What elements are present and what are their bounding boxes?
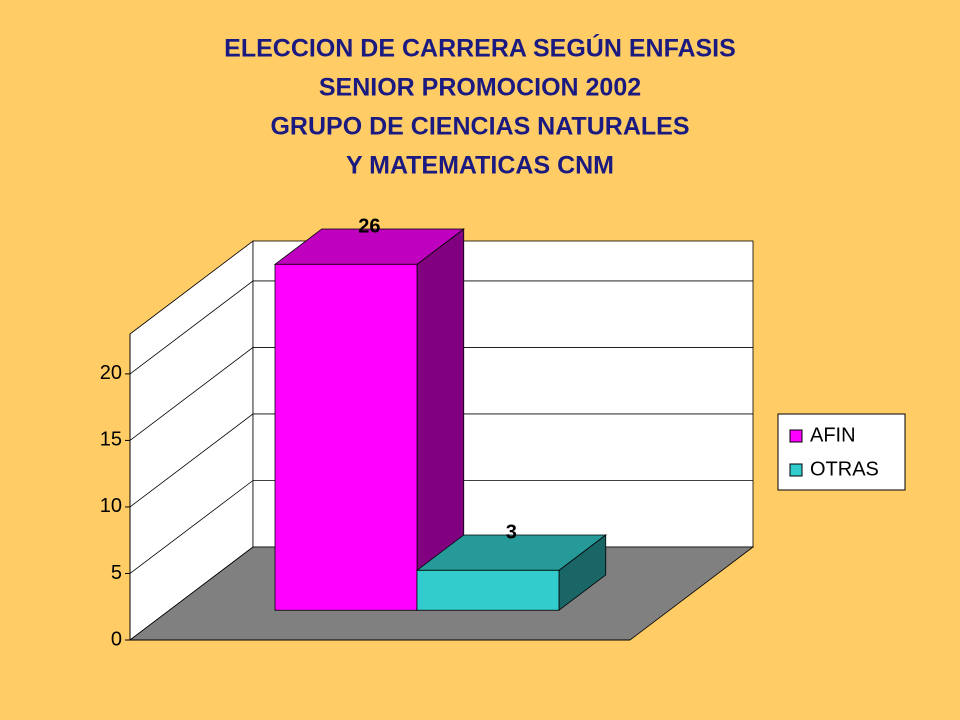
- legend-label: OTRAS: [810, 458, 879, 480]
- bar: [274, 263, 418, 611]
- data-label: 3: [506, 521, 517, 543]
- chart-title: ELECCION DE CARRERA SEGÚN ENFASIS: [224, 33, 736, 63]
- y-tick-label: 0: [111, 628, 122, 650]
- grid-line: [129, 413, 753, 508]
- legend-swatch: [789, 429, 803, 443]
- legend-box: [777, 413, 906, 491]
- chart-title: GRUPO DE CIENCIAS NATURALES: [270, 113, 689, 141]
- legend-swatch: [789, 463, 803, 477]
- chart-title: SENIOR PROMOCION 2002: [319, 74, 641, 102]
- y-tick-label: 20: [100, 362, 122, 384]
- y-tick-label: 10: [100, 495, 122, 517]
- y-tick-label: 5: [111, 562, 122, 584]
- chart-title: Y MATEMATICAS CNM: [346, 152, 614, 180]
- data-label: 26: [358, 215, 380, 237]
- bar: [416, 569, 560, 611]
- grid-line: [129, 280, 753, 375]
- grid-line: [129, 347, 753, 441]
- legend-label: AFIN: [810, 424, 856, 446]
- y-tick-label: 15: [100, 429, 122, 451]
- grid-line: [129, 480, 753, 574]
